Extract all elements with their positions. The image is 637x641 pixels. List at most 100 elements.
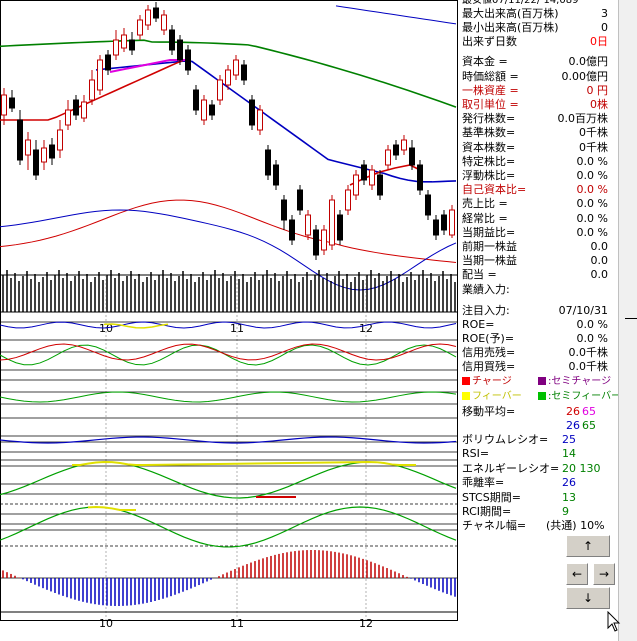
- info-value: 0.0百万株: [557, 112, 609, 126]
- info-row: 発行株数= 0.0百万株: [462, 112, 608, 126]
- indicator-value: (共通) 10%: [546, 519, 605, 533]
- indicator-label: チャネル幅=: [462, 519, 527, 533]
- info-value: 0.0千株: [568, 346, 609, 359]
- candle-body: [9, 97, 15, 109]
- info-value: 0 円: [586, 83, 609, 97]
- info-label: 注目入力:: [462, 304, 510, 317]
- candle-body: [177, 39, 183, 61]
- candle-body: [273, 164, 279, 186]
- legend-label: :セミチャージ: [548, 376, 612, 387]
- info-row: 取引単位 = 0株: [462, 98, 608, 112]
- legend-item: :セミフィーバー: [538, 390, 621, 404]
- info-value: 0.0 %: [576, 169, 608, 182]
- info-row: 自己資本比= 0.0 %: [462, 183, 608, 197]
- ma-row: 移動平均= 26 65: [462, 405, 612, 419]
- info-row: 当期一株益 0.0: [462, 254, 608, 268]
- info-label: 時価総額 =: [462, 69, 519, 83]
- legend-swatch: [462, 377, 470, 385]
- indicator-row: ボリウムレシオ= 25: [462, 433, 608, 447]
- info-value: 0.0 %: [576, 211, 608, 225]
- candle-body: [321, 229, 327, 251]
- candle-body: [417, 164, 423, 191]
- legend-label: チャージ: [472, 376, 512, 387]
- chart-panel[interactable]: 10 11 12 10 11 12: [0, 0, 458, 641]
- indicator-4-blue: [0, 436, 457, 444]
- candle-body: [129, 39, 135, 51]
- candle-body: [81, 101, 87, 119]
- legend-label: フィーバー: [472, 391, 522, 402]
- info-value: 0.0 %: [576, 225, 608, 239]
- info-label: 売上比 =: [462, 197, 508, 211]
- indicator-5-green: [0, 461, 457, 499]
- candle-body: [1, 94, 7, 116]
- candle-body: [193, 89, 199, 111]
- info-label: 経常比 =: [462, 211, 508, 225]
- candle-body: [369, 169, 375, 186]
- info-label: 当期益比=: [462, 225, 516, 239]
- candle-body: [169, 29, 175, 51]
- candle-body: [121, 34, 127, 49]
- candle-body: [265, 149, 271, 176]
- ma-value-1a: 26: [566, 405, 580, 418]
- candle-body: [305, 214, 311, 236]
- scroll-down-button[interactable]: ↓: [566, 587, 610, 609]
- candle-body: [409, 147, 415, 166]
- scroll-up-button[interactable]: ↑: [566, 535, 610, 557]
- ma-value-1b: 65: [582, 405, 596, 418]
- legend-item: :セミチャージ: [538, 375, 611, 389]
- info-value: 0.0 %: [576, 332, 608, 345]
- candle-body: [353, 174, 359, 196]
- candle-body: [385, 149, 391, 166]
- info-row: 一株資産 = 0 円: [462, 84, 608, 98]
- info-label: 信用売残=: [462, 346, 516, 359]
- candle-body: [49, 144, 55, 159]
- candle-body: [449, 209, 455, 236]
- info-label: 一株資産 =: [462, 83, 519, 97]
- info-label: ROE=: [462, 318, 495, 331]
- candle-body: [57, 129, 63, 151]
- indicator-row: 乖離率= 26: [462, 476, 608, 490]
- info-value: 0.0 %: [576, 197, 608, 211]
- info-row: 前期一株益 0.0: [462, 240, 608, 254]
- scroll-right-button[interactable]: →: [593, 563, 615, 585]
- info-value: 0.0 %: [576, 318, 608, 331]
- candle-body: [225, 69, 231, 86]
- candle-body: [289, 219, 295, 241]
- indicator-label: RSI=: [462, 447, 490, 461]
- info-value: 0.0: [590, 240, 609, 253]
- indicator-row: エネルギーレシオ= 20 130: [462, 462, 608, 476]
- indicator-value: 25: [562, 433, 576, 446]
- info-row: 資本株数= 0千株: [462, 141, 608, 155]
- scroll-left-button[interactable]: ←: [566, 563, 588, 585]
- right-scrollbar[interactable]: [618, 0, 637, 641]
- scroll-marker: [625, 318, 637, 319]
- candle-body: [145, 9, 151, 26]
- info-value: 0: [601, 21, 608, 35]
- info-label: 前期一株益: [462, 240, 517, 253]
- candle-body: [153, 7, 159, 19]
- band-upper-blue: [335, 5, 457, 25]
- info-value: 0.0億円: [568, 55, 609, 69]
- indicator-value: 13: [562, 490, 576, 504]
- info-row: 配当 = 0.0: [462, 268, 608, 282]
- candle-body: [105, 54, 111, 71]
- candle-body: [425, 194, 431, 216]
- info-value: 07/10/31: [558, 304, 608, 317]
- info-value: 0千株: [579, 140, 608, 154]
- indicator-row: チャネル幅= (共通) 10%: [462, 519, 608, 533]
- candle-body: [185, 49, 191, 71]
- legend-swatch: [538, 392, 546, 400]
- indicator-label: STCS期間=: [462, 490, 521, 504]
- info-row: 経常比 = 0.0 %: [462, 212, 608, 226]
- indicator-3-green: [0, 391, 457, 403]
- indicator-2-red: [0, 343, 457, 361]
- band-lower-red: [0, 199, 457, 264]
- indicator-row: RSI= 14: [462, 447, 608, 461]
- candle-body: [233, 59, 239, 76]
- candle-body: [377, 174, 383, 196]
- candle-body: [313, 229, 319, 256]
- indicator-5-yellow: [72, 461, 416, 466]
- ma-row-2: 26 65: [462, 419, 612, 433]
- info-label: 資本株数=: [462, 140, 516, 154]
